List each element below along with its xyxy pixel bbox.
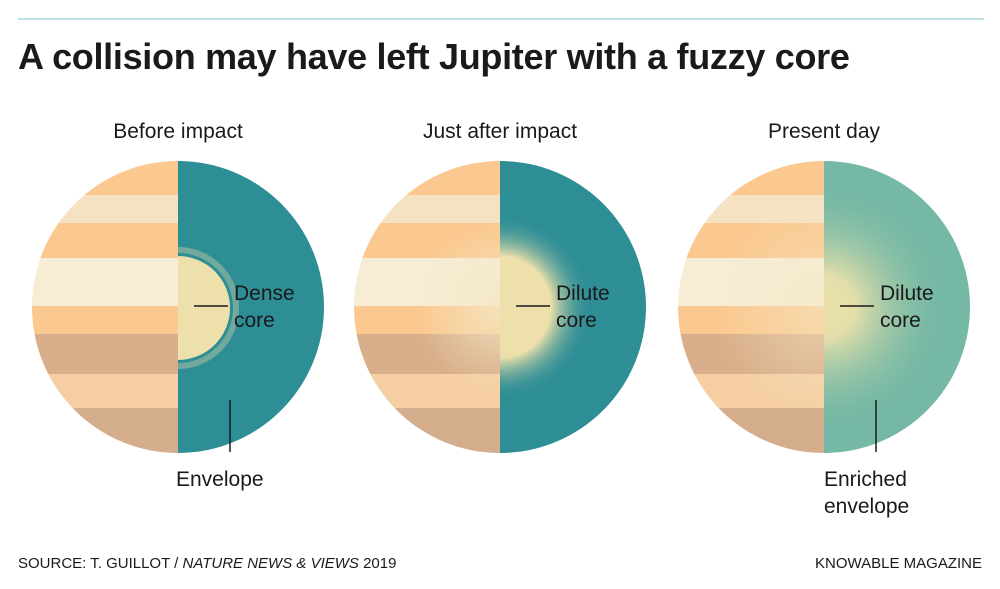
jupiter-cross-section-dense-core — [32, 161, 324, 453]
publisher-credit: KNOWABLE MAGAZINE — [815, 555, 982, 572]
panel-before-impact: Before impact Dense core — [18, 110, 338, 530]
core-label: Dense core — [234, 282, 295, 332]
dilute-core — [500, 215, 592, 399]
panel-present-day: Present day — [664, 110, 984, 530]
source-credit: SOURCE: T. GUILLOT / NATURE NEWS & VIEWS… — [18, 555, 397, 572]
jupiter-cross-section-enriched-envelope — [678, 161, 970, 453]
planet-bands — [678, 161, 970, 453]
dense-core — [178, 256, 230, 360]
core-label: Dilute core — [880, 282, 934, 332]
dilute-core — [824, 182, 949, 432]
panel-heading: Before impact — [113, 120, 243, 143]
jupiter-cross-section-dilute-core — [354, 161, 646, 453]
panel-just-after-impact: Just after impact — [340, 110, 660, 530]
top-rule — [18, 18, 984, 20]
envelope-label: Enriched envelope — [824, 468, 910, 518]
envelope-label: Envelope — [176, 468, 264, 491]
planet-bands — [354, 161, 646, 453]
page-title: A collision may have left Jupiter with a… — [18, 36, 850, 77]
core-label: Dilute core — [556, 282, 610, 332]
panel-heading: Present day — [767, 120, 881, 143]
panel-heading: Just after impact — [422, 120, 578, 143]
